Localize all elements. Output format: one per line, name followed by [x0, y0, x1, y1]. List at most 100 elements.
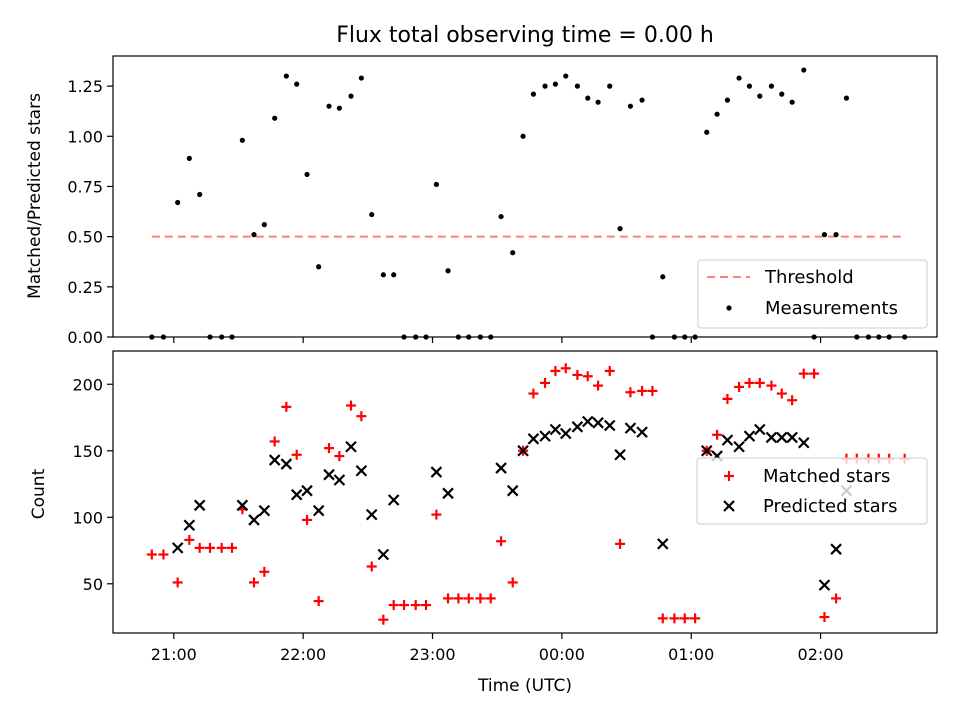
predicted-star-point — [377, 548, 390, 561]
matched-star-point — [410, 600, 421, 611]
predicted-star-point — [797, 437, 810, 449]
top-legend-box — [697, 259, 928, 329]
predicted-star-point — [280, 458, 293, 470]
predicted-star-point — [614, 448, 626, 461]
matched-star-point — [475, 593, 486, 604]
predicted-star-point — [268, 454, 281, 466]
matched-star-point — [669, 613, 680, 624]
measurement-point — [843, 95, 850, 101]
legend-threshold-label: Threshold — [764, 267, 854, 288]
matched-star-point — [205, 542, 216, 553]
matched-star-point — [388, 600, 399, 611]
predicted-star-point — [301, 484, 313, 497]
legend-measurements-label: Measurements — [765, 298, 898, 319]
matched-star-point — [302, 514, 313, 525]
matched-star-point — [399, 600, 410, 611]
predicted-stars-series — [171, 415, 853, 591]
measurement-point — [316, 264, 322, 270]
bottom-panel: 50 100 150 200 21:00 22:00 23:00 00:00 01:00 02:… — [29, 350, 938, 696]
measurement-point — [294, 81, 300, 87]
predicted-star-point — [312, 504, 325, 517]
matched-star-point — [657, 613, 668, 624]
predicted-star-point — [345, 440, 357, 453]
matched-star-point — [366, 561, 377, 572]
measurement-point — [552, 81, 558, 87]
measurement-point — [542, 83, 548, 89]
x-tick-label: 21:00 — [151, 645, 197, 664]
measurement-point — [369, 211, 375, 218]
predicted-star-point — [830, 543, 842, 555]
top-y-tick-label: 0.00 — [67, 328, 103, 347]
measurement-point — [563, 73, 569, 79]
predicted-star-point — [193, 499, 206, 512]
measurement-point — [304, 171, 310, 178]
measurement-point — [779, 91, 785, 97]
matched-star-point — [431, 509, 442, 520]
x-tick-label: 22:00 — [280, 645, 326, 664]
matched-star-point — [507, 577, 518, 588]
matched-star-point — [831, 593, 842, 604]
predicted-star-point — [743, 430, 756, 442]
legend-predicted-marker — [723, 500, 735, 512]
matched-star-point — [722, 393, 733, 404]
top-x-axis — [173, 337, 822, 343]
measurement-point — [714, 111, 720, 117]
top-y-axis-label: Matched/Predicted stars — [25, 93, 45, 299]
matched-star-point — [248, 577, 259, 588]
measurement-point — [768, 83, 775, 89]
measurement-point — [607, 83, 613, 89]
top-y-tick-label: 1.25 — [67, 77, 103, 96]
x-tick-label: 01:00 — [668, 645, 714, 664]
bottom-legend: Matched stars Predicted stars — [696, 457, 928, 525]
predicted-star-point — [592, 417, 604, 429]
matched-star-point — [712, 429, 723, 440]
measurement-point — [251, 232, 257, 238]
bottom-legend-box — [696, 457, 928, 525]
measurement-point — [585, 95, 591, 101]
matched-star-point — [690, 613, 701, 624]
bottom-y-tick-label: 50 — [83, 575, 103, 594]
matched-star-point — [560, 363, 571, 374]
predicted-star-point — [559, 427, 572, 440]
matched-star-point — [582, 371, 593, 382]
measurement-point — [520, 133, 526, 139]
predicted-star-point — [603, 419, 616, 432]
predicted-star-point — [430, 466, 443, 478]
predicted-star-point — [248, 514, 260, 526]
matched-star-point — [421, 600, 432, 611]
predicted-star-point — [733, 440, 745, 453]
predicted-star-point — [290, 488, 303, 501]
top-y-tick-label: 0.50 — [67, 228, 103, 247]
top-y-tick-label: 0.25 — [67, 278, 103, 297]
predicted-star-point — [571, 421, 584, 433]
matched-star-point — [172, 577, 183, 588]
measurement-point — [530, 91, 537, 97]
matched-star-point — [269, 436, 280, 447]
predicted-star-point — [765, 431, 778, 444]
measurement-point — [801, 67, 807, 73]
predicted-star-point — [624, 422, 637, 434]
measurement-point — [336, 105, 342, 111]
matched-star-point — [227, 542, 238, 553]
predicted-star-point — [171, 542, 184, 554]
matched-star-point — [346, 400, 357, 411]
matched-star-point — [334, 451, 345, 462]
measurement-point — [175, 199, 181, 206]
matched-star-point — [625, 387, 636, 398]
matched-star-point — [281, 401, 292, 412]
predicted-star-point — [636, 426, 648, 438]
matched-star-point — [485, 593, 496, 604]
measurement-point — [261, 222, 267, 228]
matched-star-point — [540, 377, 551, 388]
matched-star-point — [453, 593, 464, 604]
matched-star-point — [324, 443, 335, 454]
matched-star-point — [259, 566, 270, 577]
bottom-x-axis: 21:00 22:00 23:00 00:00 01:00 02:00 — [151, 633, 844, 664]
top-legend: Threshold Measurements — [697, 259, 928, 329]
matched-star-point — [766, 380, 777, 391]
predicted-star-point — [495, 462, 507, 474]
measurement-point — [348, 93, 354, 99]
matched-star-point — [291, 449, 302, 460]
